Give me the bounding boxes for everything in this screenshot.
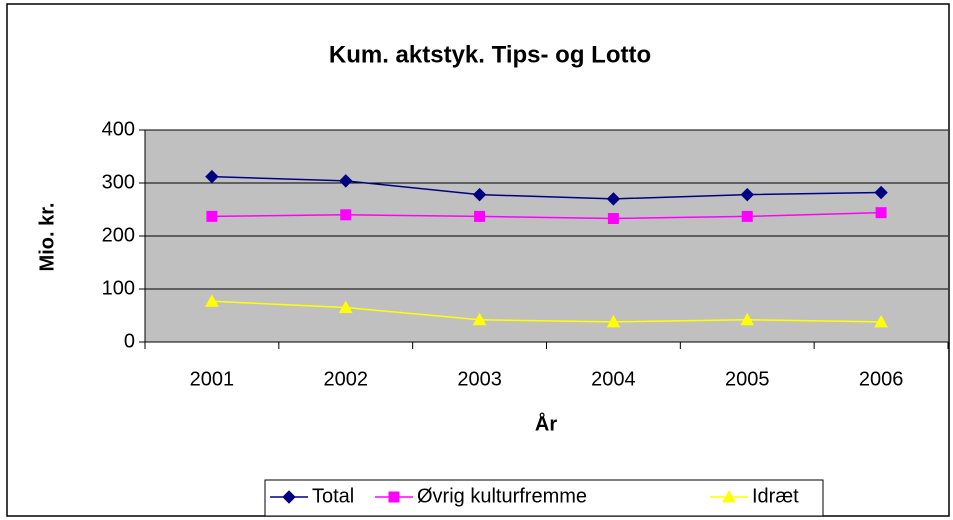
marker xyxy=(282,490,296,504)
marker xyxy=(740,187,754,202)
y-tick-label: 300 xyxy=(102,171,135,193)
y-tick-label: 100 xyxy=(102,277,135,299)
chart-title: Kum. aktstyk. Tips- og Lotto xyxy=(329,41,651,68)
marker xyxy=(206,210,218,222)
series-line xyxy=(211,175,882,200)
marker xyxy=(874,185,888,200)
legend-label: Idræt xyxy=(752,485,799,507)
marker xyxy=(339,174,353,188)
marker xyxy=(388,491,400,503)
marker xyxy=(472,187,487,202)
x-tick-label: 2001 xyxy=(190,368,235,390)
x-tick-label: 2006 xyxy=(859,368,904,390)
marker xyxy=(874,314,888,328)
x-tick-label: 2003 xyxy=(457,368,502,390)
marker xyxy=(875,207,887,219)
marker xyxy=(474,210,486,222)
marker xyxy=(606,192,621,206)
marker xyxy=(205,169,219,184)
y-tick-label: 400 xyxy=(102,118,135,140)
y-tick-label: 200 xyxy=(102,224,135,246)
marker xyxy=(340,209,352,221)
legend-label: Øvrig kulturfremme xyxy=(417,485,587,507)
marker xyxy=(741,210,753,222)
y-tick-label: 0 xyxy=(124,330,135,352)
x-axis-label: År xyxy=(535,411,557,435)
legend-label: Total xyxy=(312,485,354,507)
marker xyxy=(740,312,755,326)
marker xyxy=(338,300,353,314)
x-tick-label: 2005 xyxy=(725,368,770,390)
series-line xyxy=(211,300,882,323)
marker xyxy=(607,213,619,225)
marker xyxy=(606,314,621,328)
series-line xyxy=(211,211,882,220)
marker xyxy=(722,489,736,503)
marker xyxy=(472,312,487,326)
x-tick-label: 2004 xyxy=(591,368,636,390)
x-tick-label: 2002 xyxy=(324,368,369,390)
marker xyxy=(205,294,219,307)
y-axis-label: Mio. kr. xyxy=(36,203,58,272)
